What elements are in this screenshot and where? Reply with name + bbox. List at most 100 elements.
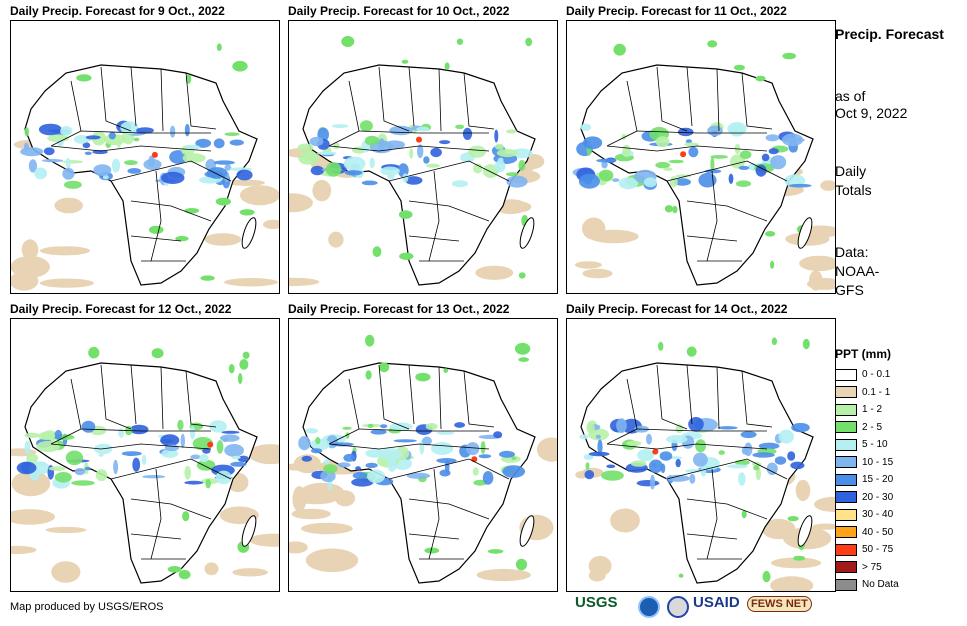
precip-blob: [16, 461, 37, 475]
precip-blob: [196, 459, 216, 471]
precip-blob: [472, 467, 479, 476]
precip-blob: [580, 123, 592, 131]
legend-item: 2 - 5: [835, 419, 955, 437]
precip-blob: [113, 459, 119, 475]
precip-blob: [735, 180, 752, 187]
legend-item: 50 - 75: [835, 541, 955, 559]
madagascar-island: [241, 515, 257, 547]
precip-blob: [365, 462, 378, 469]
country-border: [388, 458, 510, 480]
precip-ocean-patch: [770, 576, 814, 591]
precip-blob: [228, 364, 235, 374]
precip-blob: [443, 368, 448, 373]
panel-title: Daily Precip. Forecast for 9 Oct., 2022: [10, 4, 225, 18]
precip-blob: [230, 461, 247, 467]
partner-logos: USGS USAID FEWS NET: [575, 594, 825, 620]
precip-blob: [518, 272, 526, 279]
country-border: [50, 443, 212, 450]
precip-blob: [494, 143, 504, 150]
precip-blob: [755, 467, 761, 481]
precip-blob: [499, 450, 515, 458]
precip-ocean-patch: [476, 568, 531, 582]
legend-label: > 75: [862, 561, 882, 573]
precip-blob: [788, 183, 812, 188]
precip-blob: [343, 453, 355, 462]
precip-blob: [41, 159, 64, 163]
precip-blob: [399, 252, 414, 260]
precip-blob: [583, 454, 594, 460]
africa-landmass: [580, 64, 814, 286]
legend-item: No Data: [835, 576, 955, 594]
precip-blob: [707, 40, 718, 48]
precip-blob: [127, 168, 142, 174]
precip-blob: [37, 431, 56, 441]
country-border: [706, 468, 718, 560]
country-border: [100, 66, 132, 132]
precip-blob: [84, 466, 91, 471]
precip-ocean-patch: [249, 533, 279, 547]
precip-blob: [65, 157, 71, 169]
legend-swatch: [835, 438, 857, 451]
precip-blob: [82, 142, 91, 149]
legend-item: 0 - 0.1: [835, 366, 955, 384]
precip-blob: [175, 235, 189, 242]
precip-blob: [648, 459, 663, 473]
country-border: [656, 364, 688, 430]
precip-blob: [337, 462, 351, 468]
precip-blob: [333, 142, 340, 150]
precip-blob: [229, 139, 244, 146]
precip-blob: [160, 434, 180, 447]
precip-blob: [782, 52, 796, 60]
precip-blob: [361, 180, 378, 186]
legend-swatch: [835, 403, 857, 416]
country-border: [636, 428, 767, 432]
precip-map: [10, 318, 280, 592]
africa-landmass: [580, 362, 814, 584]
precip-blob: [618, 177, 639, 190]
country-border: [686, 66, 693, 127]
precip-blob: [778, 429, 794, 444]
country-border: [185, 370, 217, 428]
precip-blob: [451, 180, 469, 188]
precip-blob: [108, 132, 116, 140]
precip-blob: [658, 341, 664, 351]
precip-blob: [161, 449, 179, 458]
precip-blob: [305, 428, 318, 434]
country-border: [388, 160, 510, 182]
precip-blob: [802, 338, 810, 350]
precip-hotspot: [416, 136, 422, 143]
panel-title: Daily Precip. Forecast for 12 Oct., 2022: [10, 302, 232, 316]
country-border: [686, 498, 768, 520]
precip-blob: [57, 139, 64, 147]
legend-label: 50 - 75: [862, 544, 894, 556]
country-border: [428, 170, 440, 262]
data-source-label-3: GFS: [835, 282, 864, 298]
precip-ocean-patch: [812, 523, 835, 530]
precip-blob: [710, 157, 715, 172]
precip-blob: [684, 142, 699, 147]
precip-blob: [729, 124, 745, 137]
precip-blob: [425, 423, 438, 430]
precip-blob: [402, 173, 409, 183]
precip-blob: [304, 151, 317, 161]
precip-blob: [24, 432, 40, 438]
precip-ocean-patch: [301, 522, 353, 535]
country-border: [438, 366, 442, 430]
precip-ocean-patch: [239, 185, 279, 206]
legend-swatch: [835, 543, 857, 556]
precip-map: [566, 318, 836, 592]
precip-blob: [636, 480, 660, 487]
precip-blob: [669, 176, 678, 188]
precip-blob: [674, 178, 691, 186]
country-border: [636, 130, 767, 134]
precip-ocean-patch: [289, 277, 320, 287]
precip-blob: [301, 455, 312, 462]
precip-blob: [343, 156, 366, 171]
precip-blob: [588, 451, 610, 457]
precip-blob: [613, 43, 626, 56]
precip-blob: [124, 160, 138, 166]
precip-blob: [216, 440, 224, 454]
precip-blob: [317, 151, 337, 156]
country-border: [358, 130, 489, 134]
precip-blob: [143, 159, 162, 170]
